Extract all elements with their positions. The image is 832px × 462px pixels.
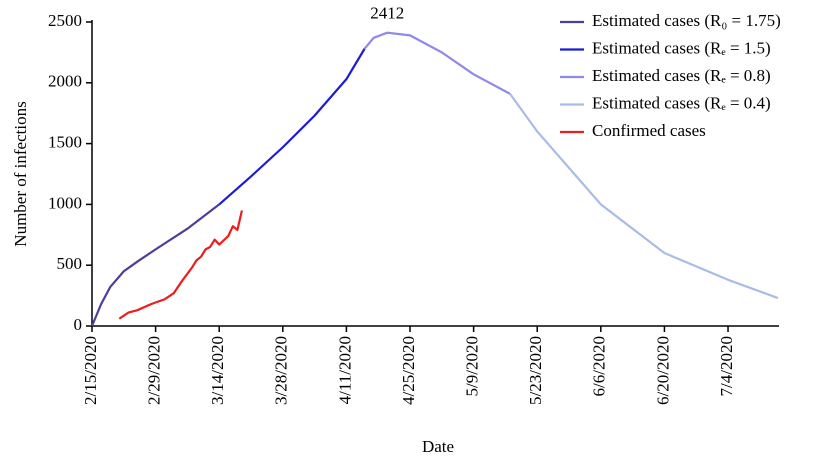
y-tick-label: 1500 <box>48 133 82 152</box>
legend-label: Estimated cases (R₀ = 1.75) <box>592 11 781 30</box>
series-line <box>509 93 779 300</box>
x-tick-label: 4/11/2020 <box>335 336 354 404</box>
legend-label: Confirmed cases <box>592 121 706 140</box>
y-tick-label: 0 <box>74 315 83 334</box>
x-tick-label: 4/25/2020 <box>399 336 418 405</box>
legend-label: Estimated cases (Rₑ = 0.4) <box>592 93 771 112</box>
legend-label: Estimated cases (Rₑ = 0.8) <box>592 66 771 85</box>
x-tick-label: 2/29/2020 <box>145 336 164 405</box>
series-line <box>218 48 366 206</box>
x-tick-label: 6/6/2020 <box>590 336 609 396</box>
y-tick-label: 1000 <box>48 193 82 212</box>
x-tick-label: 3/28/2020 <box>272 336 291 405</box>
x-tick-label: 7/4/2020 <box>717 336 736 396</box>
x-tick-label: 3/14/2020 <box>208 336 227 405</box>
legend-label: Estimated cases (Rₑ = 1.5) <box>592 38 771 57</box>
y-axis-label: Number of infections <box>11 101 30 246</box>
y-tick-label: 2000 <box>48 72 82 91</box>
y-tick-label: 500 <box>57 254 83 273</box>
x-tick-label: 5/9/2020 <box>463 336 482 396</box>
series-line <box>90 203 220 327</box>
x-axis-label: Date <box>422 437 454 456</box>
x-tick-label: 6/20/2020 <box>653 336 672 405</box>
peak-annotation: 2412 <box>370 4 404 23</box>
y-tick-label: 2500 <box>48 11 82 30</box>
x-tick-label: 2/15/2020 <box>81 336 100 405</box>
x-tick-label: 5/23/2020 <box>526 336 545 405</box>
series-line <box>363 31 511 95</box>
series-line <box>118 210 243 320</box>
